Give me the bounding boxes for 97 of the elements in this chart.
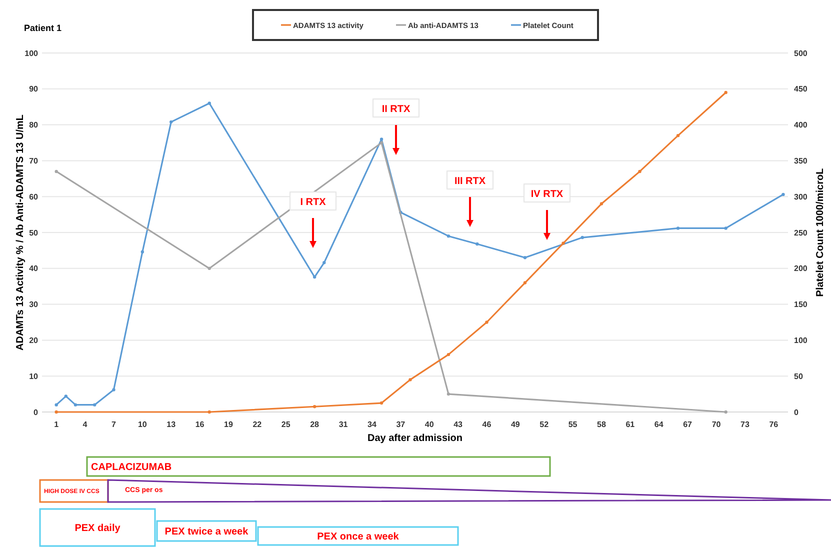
y2-tick-label: 150	[794, 300, 808, 310]
point	[312, 405, 316, 408]
point	[74, 403, 78, 406]
y-tick-label: 40	[29, 264, 39, 274]
point	[54, 170, 58, 174]
x-tick-label: 7	[112, 420, 117, 429]
point	[724, 90, 728, 94]
y2-tick-label: 450	[794, 84, 808, 94]
point	[208, 410, 211, 414]
x-tick-label: 61	[626, 420, 636, 429]
point	[408, 378, 412, 382]
point	[312, 275, 316, 279]
x-tick-label: 34	[368, 420, 377, 429]
point	[782, 192, 785, 196]
y2-tick-label: 400	[794, 120, 808, 130]
y-tick-label: 10	[29, 372, 39, 381]
point	[208, 102, 211, 105]
y2-axis-title: Platelet Count 1000/microL	[815, 168, 826, 297]
point	[724, 410, 728, 414]
point	[523, 281, 527, 284]
x-tick-label: 25	[281, 420, 291, 429]
y2-tick-label: 500	[794, 48, 808, 58]
x-tick-label: 1	[54, 420, 60, 429]
y-tick-label: 70	[29, 156, 39, 166]
x-tick-label: 64	[654, 420, 664, 429]
x-tick-label: 43	[454, 420, 464, 429]
y-tick-label: 0	[34, 408, 39, 417]
point	[446, 234, 450, 238]
point	[476, 242, 479, 246]
y-tick-label: 50	[29, 228, 39, 238]
x-tick-label: 52	[540, 420, 550, 429]
x-tick-label: 10	[138, 420, 148, 429]
text: PEX daily	[74, 523, 121, 534]
text: PEX twice a week	[164, 526, 249, 538]
annotation: II RTX	[382, 104, 410, 115]
y-tick-label: 100	[24, 48, 39, 58]
point	[140, 250, 144, 254]
line-series	[54, 141, 728, 414]
y2-tick-label: 300	[794, 192, 808, 202]
y-tick-label: 60	[29, 192, 39, 202]
x-tick-label: 40	[424, 420, 434, 429]
x-axis-title: Day after admission	[367, 433, 463, 444]
point	[64, 394, 68, 398]
point	[676, 226, 680, 230]
point	[523, 256, 527, 260]
point	[446, 352, 450, 356]
point	[562, 242, 565, 245]
y2-tick-label: 50	[794, 372, 804, 381]
y2-tick-label: 0	[794, 408, 799, 417]
x-tick-label: 19	[224, 420, 234, 429]
chart-title: Patient 1	[24, 23, 62, 33]
annotation: I RTX	[300, 197, 326, 208]
x-tick-label: 28	[310, 420, 320, 429]
y2-tick-label: 100	[794, 336, 808, 345]
x-tick-label: 37	[396, 420, 406, 429]
point	[112, 388, 116, 392]
point	[93, 403, 96, 406]
x-tick-label: 55	[568, 420, 578, 429]
x-tick-label: 67	[683, 420, 693, 429]
text: CAPLACIZUMAB	[91, 462, 172, 473]
point	[638, 170, 642, 174]
x-tick-label: 16	[195, 420, 205, 429]
y2-tick-label: 350	[794, 156, 808, 166]
y-tick-label: 20	[29, 336, 39, 345]
y-axis-title: ADAMTs 13 Activity % / Ab Anti-ADAMTS 13 U/mL	[15, 114, 26, 350]
x-tick-label: 49	[510, 420, 520, 429]
x-tick-label: 76	[769, 420, 779, 429]
y-tick-label: 30	[29, 300, 39, 310]
x-tick-label: 46	[482, 420, 492, 429]
point	[380, 138, 384, 141]
x-tick-label: 73	[740, 420, 750, 429]
x-tick-label: 4	[82, 420, 88, 429]
x-tick-label: 58	[597, 420, 606, 429]
point	[54, 403, 58, 406]
point	[446, 392, 450, 396]
y2-tick-label: 250	[794, 228, 808, 238]
point	[580, 236, 584, 240]
y-tick-label: 90	[29, 84, 39, 94]
x-tick-label: 31	[338, 420, 348, 429]
point	[380, 401, 384, 405]
point	[208, 266, 211, 270]
point	[54, 410, 58, 414]
point	[322, 261, 326, 264]
point	[485, 320, 488, 324]
annotation: III RTX	[454, 176, 486, 187]
y2-tick-label: 200	[794, 264, 808, 274]
x-tick-label: 13	[166, 420, 176, 429]
point	[600, 202, 604, 206]
point	[380, 141, 384, 144]
x-tick-label: 70	[712, 420, 722, 429]
x-tick-label: 22	[252, 420, 262, 429]
text: PEX once a week	[317, 532, 400, 542]
y-tick-label: 80	[29, 120, 39, 130]
annotation: IV RTX	[530, 189, 564, 200]
point	[724, 226, 728, 230]
point	[170, 120, 173, 124]
point	[676, 134, 680, 138]
